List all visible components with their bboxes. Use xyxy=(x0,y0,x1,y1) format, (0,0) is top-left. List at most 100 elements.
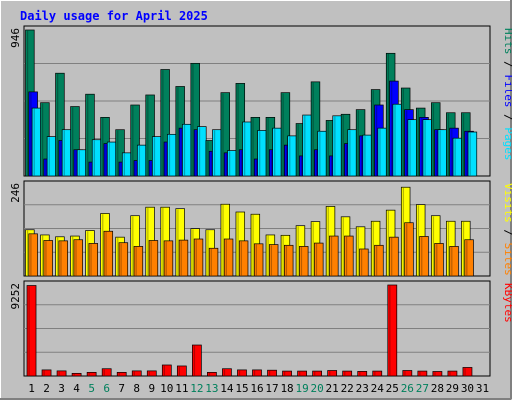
side-legend: KBytes xyxy=(502,283,512,323)
x-tick-label: 13 xyxy=(205,382,218,395)
bar-sites-11 xyxy=(178,239,189,277)
bar-pages-16 xyxy=(257,130,267,177)
bar-sites-15 xyxy=(238,240,249,277)
x-tick-label: 28 xyxy=(431,382,444,395)
legend-separator: / xyxy=(502,108,512,128)
bar-sites-27 xyxy=(419,236,429,277)
bar-kbytes-25 xyxy=(387,284,398,377)
panel-hits-files-pages: 946 Hits / Files / Pages xyxy=(9,25,512,177)
bar-sites-13 xyxy=(208,247,219,277)
side-legend: Hits / Files / Pages xyxy=(502,28,512,161)
bar-pages-5 xyxy=(91,139,102,177)
bar-pages-10 xyxy=(167,133,177,177)
x-tick-label: 20 xyxy=(311,382,324,395)
bar-pages-8 xyxy=(136,144,147,177)
bar-kbytes-2 xyxy=(41,369,52,377)
x-tick-label: 6 xyxy=(103,382,110,395)
bar-kbytes-11 xyxy=(176,365,187,377)
x-tick-label: 15 xyxy=(235,382,248,395)
bar-kbytes-21 xyxy=(327,370,338,377)
bar-sites-12 xyxy=(193,238,204,277)
bar-pages-26 xyxy=(407,119,417,177)
bar-kbytes-19 xyxy=(297,370,307,377)
bar-kbytes-29 xyxy=(447,370,458,377)
x-tick-label: 21 xyxy=(326,382,339,395)
bar-pages-28 xyxy=(437,129,448,177)
bar-sites-5 xyxy=(88,243,99,277)
bar-pages-22 xyxy=(347,129,357,177)
bar-sites-3 xyxy=(58,240,68,277)
bar-kbytes-17 xyxy=(267,369,277,377)
bar-pages-9 xyxy=(152,136,162,177)
x-tick-label: 29 xyxy=(446,382,459,395)
bar-kbytes-28 xyxy=(432,371,443,377)
x-tick-label: 26 xyxy=(401,382,414,395)
bar-pages-3 xyxy=(61,129,72,177)
bar-pages-11 xyxy=(182,123,192,177)
x-tick-label: 16 xyxy=(250,382,263,395)
bar-kbytes-23 xyxy=(357,371,368,377)
bar-kbytes-10 xyxy=(161,364,172,377)
bar-kbytes-6 xyxy=(101,368,112,377)
bar-sites-7 xyxy=(118,242,129,277)
bar-sites-24 xyxy=(374,244,384,277)
y-max-label: 9252 xyxy=(9,283,22,310)
panel-kbytes: 9252 KBytes xyxy=(9,280,512,377)
legend-sites: Sites xyxy=(502,243,512,276)
bar-pages-27 xyxy=(422,119,433,177)
bar-pages-25 xyxy=(392,103,402,177)
bar-sites-6 xyxy=(103,230,114,277)
bar-sites-17 xyxy=(268,244,279,277)
bar-kbytes-18 xyxy=(282,370,292,377)
bar-sites-21 xyxy=(329,235,339,277)
bar-kbytes-27 xyxy=(417,370,428,377)
bar-sites-1 xyxy=(28,233,38,277)
bar-pages-14 xyxy=(227,150,237,177)
x-tick-label: 23 xyxy=(356,382,369,395)
x-tick-label: 8 xyxy=(133,382,140,395)
x-tick-label: 11 xyxy=(175,382,188,395)
bar-sites-26 xyxy=(404,222,414,277)
x-tick-label: 10 xyxy=(160,382,173,395)
bar-pages-15 xyxy=(242,121,252,177)
bar-pages-21 xyxy=(332,115,342,177)
bar-kbytes-1 xyxy=(26,285,37,377)
bar-sites-22 xyxy=(344,235,354,277)
x-tick-label: 27 xyxy=(416,382,429,395)
side-legend: Visits / Sites xyxy=(502,183,512,276)
x-tick-label: 3 xyxy=(58,382,65,395)
bar-sites-18 xyxy=(284,244,294,277)
bar-pages-23 xyxy=(362,134,372,177)
y-max-label: 246 xyxy=(9,183,22,203)
bar-pages-19 xyxy=(302,114,312,177)
bar-sites-4 xyxy=(73,239,83,277)
bar-kbytes-5 xyxy=(86,372,97,377)
x-tick-label: 22 xyxy=(341,382,354,395)
x-tick-label: 4 xyxy=(73,382,80,395)
bar-sites-29 xyxy=(449,246,459,277)
bar-kbytes-15 xyxy=(237,369,247,377)
bar-pages-17 xyxy=(272,127,282,177)
bar-pages-12 xyxy=(197,126,207,177)
bar-sites-8 xyxy=(133,246,144,277)
bar-sites-23 xyxy=(359,248,369,277)
bar-kbytes-4 xyxy=(71,372,82,377)
x-tick-label: 25 xyxy=(386,382,399,395)
x-axis-labels: 1 2 3 4 5 6 7 8 9 10 11 12 13 14 15 16 17 18 19 20 21 22 23 24 2… xyxy=(28,382,489,395)
bar-pages-13 xyxy=(212,129,222,177)
bar-sites-9 xyxy=(148,240,159,277)
legend-kbytes: KBytes xyxy=(502,283,512,323)
bar-pages-29 xyxy=(452,137,463,177)
bar-pages-2 xyxy=(46,136,57,177)
bar-sites-14 xyxy=(223,238,234,277)
bar-pages-6 xyxy=(106,141,117,177)
bar-sites-30 xyxy=(464,239,474,277)
bar-kbytes-14 xyxy=(222,368,232,377)
x-tick-label: 12 xyxy=(190,382,203,395)
x-tick-label: 24 xyxy=(371,382,385,395)
x-tick-label: 18 xyxy=(280,382,293,395)
legend-hits: Hits xyxy=(502,28,512,55)
legend-pages: Pages xyxy=(502,127,512,160)
